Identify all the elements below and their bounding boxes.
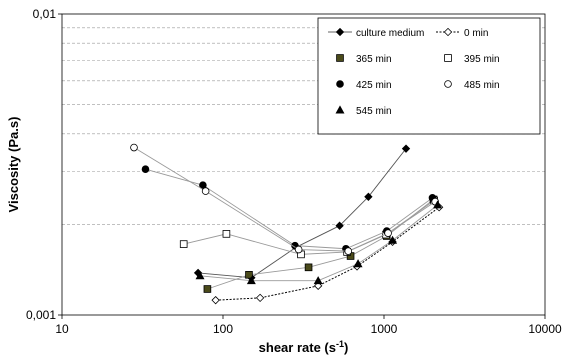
data-point bbox=[130, 143, 138, 152]
data-point bbox=[384, 229, 392, 237]
legend-item: 425 min bbox=[336, 80, 392, 91]
legend-item: 395 min bbox=[444, 54, 500, 65]
y-axis-title: Viscosity (Pa.s) bbox=[6, 117, 21, 213]
series-545-min bbox=[195, 200, 443, 285]
legend-item: 545 min bbox=[335, 105, 392, 117]
x-tick-label: 10 bbox=[55, 322, 69, 336]
series-layer bbox=[130, 143, 444, 305]
data-point bbox=[255, 293, 265, 303]
legend: culture medium 0 min 365 min 395 min 425 min… bbox=[317, 17, 541, 135]
data-point bbox=[179, 240, 188, 248]
data-point bbox=[201, 187, 210, 195]
series-line bbox=[198, 148, 407, 279]
data-point bbox=[433, 200, 443, 209]
data-point bbox=[294, 245, 303, 254]
y-tick-label: 0,01 bbox=[33, 7, 57, 21]
legend-label: 545 min bbox=[356, 106, 392, 117]
x-axis-title-superscript: -1 bbox=[336, 339, 344, 349]
series-line bbox=[133, 147, 436, 252]
data-point bbox=[353, 259, 363, 268]
series-line bbox=[199, 204, 438, 282]
data-point bbox=[222, 230, 231, 238]
data-point bbox=[245, 271, 253, 279]
legend-swatch-marker bbox=[336, 80, 344, 88]
x-tick-label: 10000 bbox=[528, 322, 562, 336]
data-point bbox=[364, 192, 373, 201]
data-point bbox=[211, 296, 220, 305]
series-395-min bbox=[179, 196, 438, 259]
legend-label: 365 min bbox=[356, 54, 392, 65]
data-point bbox=[195, 271, 205, 280]
series-culture-medium bbox=[193, 144, 411, 282]
legend-swatch-marker bbox=[444, 54, 452, 62]
series-line bbox=[207, 199, 434, 290]
legend-swatch-marker bbox=[336, 54, 344, 62]
series-365-min bbox=[203, 195, 438, 293]
legend-label: 0 min bbox=[464, 28, 488, 39]
legend-label: 485 min bbox=[464, 80, 500, 91]
y-tick-label: 0,001 bbox=[26, 308, 56, 322]
data-point bbox=[141, 165, 150, 174]
plot-frame bbox=[61, 13, 546, 316]
legend-item: 485 min bbox=[444, 80, 500, 91]
data-point bbox=[344, 247, 353, 255]
legend-label: 425 min bbox=[356, 80, 392, 91]
legend-item: 0 min bbox=[436, 27, 488, 39]
data-point bbox=[203, 285, 212, 293]
legend-box bbox=[317, 17, 541, 135]
x-axis-title-main: shear rate (s bbox=[259, 340, 336, 355]
data-point bbox=[246, 276, 256, 285]
legend-swatch-marker bbox=[444, 80, 452, 88]
series-line bbox=[145, 168, 433, 250]
data-point bbox=[401, 144, 411, 153]
data-point bbox=[388, 235, 398, 244]
legend-swatch-marker bbox=[335, 27, 345, 37]
legend-item: 365 min bbox=[336, 54, 392, 65]
series-line bbox=[215, 206, 440, 301]
legend-swatch-marker bbox=[335, 105, 345, 114]
x-tick-label: 1000 bbox=[371, 322, 398, 336]
x-axis-title: shear rate (s-1) bbox=[259, 339, 349, 355]
axis-ticks: 10 100 1000 10000 0,001 0,01 bbox=[26, 7, 562, 336]
data-point bbox=[313, 276, 323, 285]
legend-label: 395 min bbox=[464, 54, 500, 65]
x-axis-title-close: ) bbox=[344, 340, 348, 355]
data-point bbox=[304, 263, 313, 272]
data-point bbox=[335, 221, 344, 230]
x-tick-label: 100 bbox=[213, 322, 233, 336]
legend-item: culture medium bbox=[328, 27, 424, 39]
legend-swatch-marker bbox=[443, 27, 453, 37]
legend-label: culture medium bbox=[356, 28, 424, 39]
